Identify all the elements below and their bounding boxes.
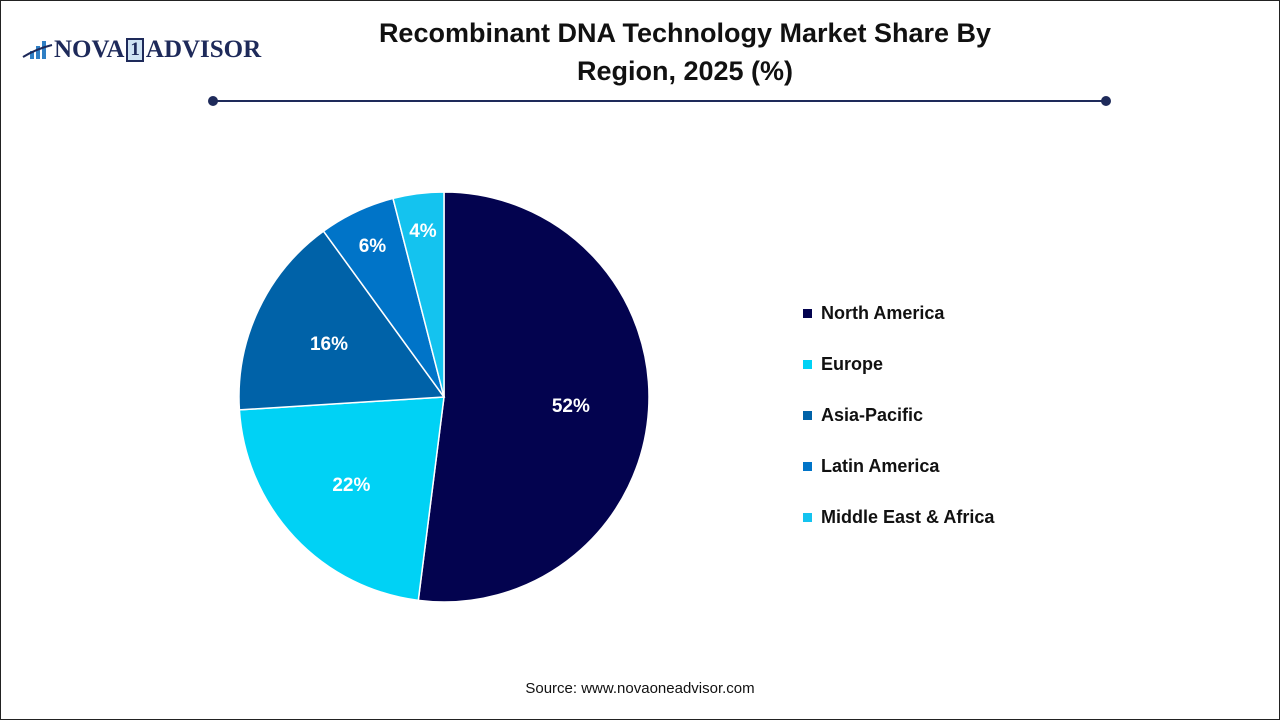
chart-title: Recombinant DNA Technology Market Share … (378, 18, 992, 86)
legend-label: North America (821, 303, 945, 323)
logo-text-nova: NOVA (54, 36, 125, 63)
logo-text-advisor: ADVISOR (145, 36, 262, 63)
data-label: 4% (409, 221, 437, 242)
legend: North America Europe Asia-Pacific Latin Ame… (803, 288, 994, 543)
divider-dot-left (208, 96, 218, 106)
source-note: Source: www.novaoneadvisor.com (525, 680, 755, 697)
legend-label: Asia-Pacific (821, 405, 924, 425)
title-divider (213, 100, 1106, 102)
legend-item: Europe (803, 339, 994, 390)
data-label: 52% (552, 396, 590, 417)
legend-item: Asia-Pacific (803, 390, 994, 441)
divider-dot-right (1101, 96, 1111, 106)
data-label: 16% (310, 334, 348, 355)
bar-chart-logo-icon (22, 41, 53, 59)
legend-label: Europe (821, 354, 884, 374)
legend-item: Middle East & Africa (803, 492, 994, 543)
legend-item: North America (803, 288, 994, 339)
logo: NOVA 1 ADVISOR (22, 36, 261, 64)
legend-swatch (803, 309, 812, 318)
legend-item: Latin America (803, 441, 994, 492)
data-label: 22% (332, 475, 370, 496)
legend-swatch (803, 411, 812, 420)
pie-slice-asia-pacific (238, 230, 446, 411)
pie-slice-north-america (417, 191, 650, 603)
legend-swatch (803, 360, 812, 369)
legend-swatch (803, 513, 812, 522)
legend-swatch (803, 462, 812, 471)
data-label: 6% (359, 236, 387, 257)
pie-slice-europe (238, 396, 445, 602)
logo-text-one: 1 (126, 38, 144, 62)
pie-slice-middle-east-africa (392, 191, 445, 398)
legend-label: Latin America (821, 456, 940, 476)
legend-label: Middle East & Africa (821, 507, 995, 527)
